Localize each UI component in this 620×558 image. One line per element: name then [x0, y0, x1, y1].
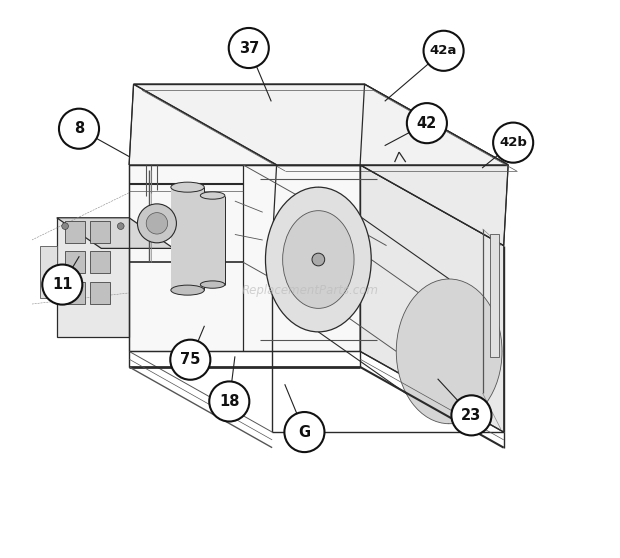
Ellipse shape: [283, 211, 354, 309]
Ellipse shape: [396, 279, 502, 424]
Polygon shape: [129, 165, 503, 246]
Polygon shape: [360, 84, 508, 246]
Circle shape: [59, 109, 99, 149]
Polygon shape: [57, 218, 174, 248]
Text: ReplacementParts.com: ReplacementParts.com: [242, 283, 378, 297]
Circle shape: [451, 395, 492, 435]
Bar: [90, 220, 110, 243]
Polygon shape: [129, 165, 360, 352]
Bar: [90, 251, 110, 273]
Circle shape: [229, 28, 269, 68]
Text: 42: 42: [417, 116, 437, 131]
Text: 37: 37: [239, 41, 259, 55]
Polygon shape: [40, 246, 57, 299]
Ellipse shape: [200, 281, 225, 288]
Circle shape: [312, 253, 325, 266]
Circle shape: [146, 213, 167, 234]
Text: 42b: 42b: [499, 136, 527, 149]
Ellipse shape: [200, 192, 225, 199]
Polygon shape: [490, 234, 499, 357]
Circle shape: [62, 223, 68, 229]
Circle shape: [407, 103, 447, 143]
Bar: [65, 220, 84, 243]
Bar: [200, 195, 225, 285]
Ellipse shape: [265, 187, 371, 332]
Bar: [171, 187, 204, 290]
Text: G: G: [298, 425, 311, 440]
Circle shape: [117, 223, 124, 229]
Circle shape: [285, 412, 324, 452]
Text: 75: 75: [180, 352, 200, 367]
Circle shape: [42, 264, 82, 305]
Circle shape: [423, 31, 464, 71]
Ellipse shape: [171, 285, 204, 295]
Text: 42a: 42a: [430, 44, 458, 57]
Polygon shape: [360, 165, 503, 432]
Polygon shape: [133, 84, 508, 165]
Text: 18: 18: [219, 394, 239, 409]
Bar: [65, 282, 84, 304]
Text: 23: 23: [461, 408, 482, 423]
Polygon shape: [57, 218, 129, 338]
Text: 8: 8: [74, 121, 84, 136]
Ellipse shape: [171, 182, 204, 192]
Circle shape: [138, 204, 177, 243]
Bar: [65, 251, 84, 273]
Circle shape: [170, 340, 210, 380]
Circle shape: [210, 382, 249, 421]
Circle shape: [493, 123, 533, 163]
Bar: [90, 282, 110, 304]
Polygon shape: [129, 84, 365, 165]
Text: 11: 11: [52, 277, 73, 292]
